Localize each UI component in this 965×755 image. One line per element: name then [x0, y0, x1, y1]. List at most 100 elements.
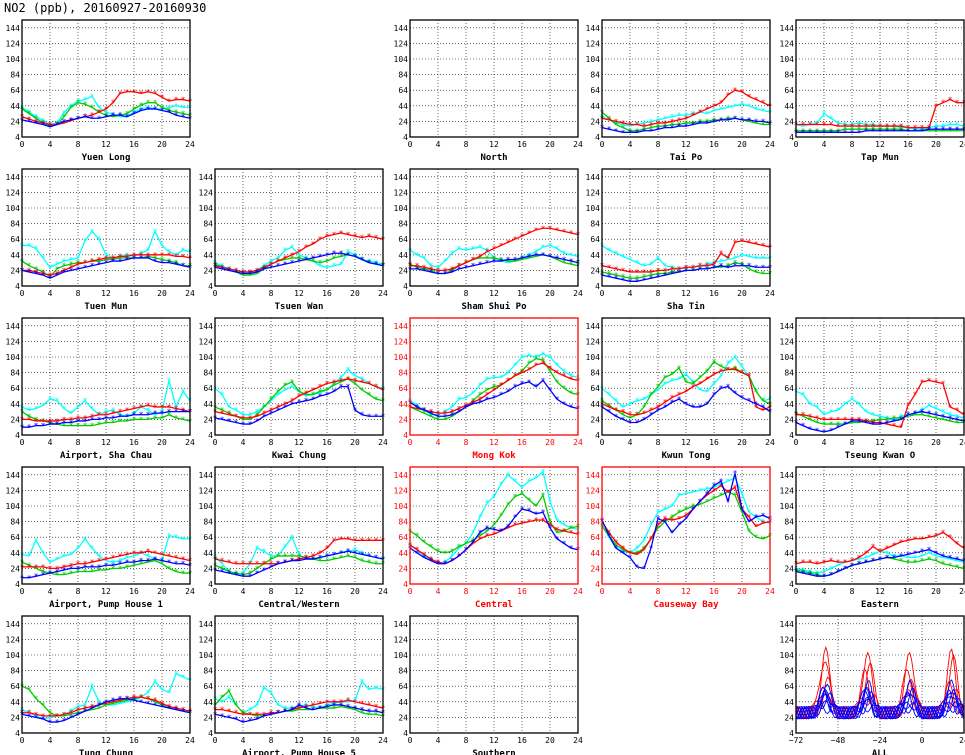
series-point: *: [360, 375, 365, 384]
series-point: *: [167, 702, 172, 711]
series-point: *: [450, 547, 455, 556]
series-point: *: [607, 116, 612, 125]
series-point: *: [367, 685, 372, 694]
series-point: *: [934, 552, 939, 561]
x-tick-label: 0: [408, 736, 413, 745]
x-tick-label: 8: [76, 736, 81, 745]
panel-frame: [21, 317, 191, 436]
x-tick-label: 20: [157, 587, 167, 596]
series-point: *: [276, 552, 281, 561]
series-point: *: [614, 541, 619, 550]
series-point: *: [290, 400, 295, 409]
series-point: *: [719, 262, 724, 271]
y-tick-label: 24: [784, 564, 794, 573]
y-tick-label: 84: [10, 71, 20, 80]
series-point: *: [628, 121, 633, 130]
x-tick-label: 12: [681, 438, 691, 447]
x-tick-label: 20: [157, 736, 167, 745]
series-point: *: [754, 533, 759, 542]
x-tick-label: 4: [241, 438, 246, 447]
series-point: *: [443, 408, 448, 417]
series-point: *: [429, 409, 434, 418]
series-point: *: [906, 411, 911, 420]
series-line: [795, 548, 965, 577]
series-point: *: [160, 560, 165, 569]
series-point: *: [290, 259, 295, 268]
series-line: [601, 368, 771, 416]
y-tick-label: 44: [398, 549, 408, 558]
series-point: *: [927, 533, 932, 542]
series-point: *: [663, 119, 668, 128]
series-point: *: [621, 547, 626, 556]
series-point: *: [132, 695, 137, 704]
series-point: *: [118, 695, 123, 704]
series-point: *: [698, 500, 703, 509]
series-point: *: [705, 262, 710, 271]
y-tick-label: 124: [586, 39, 601, 48]
series-point: *: [450, 411, 455, 420]
y-tick-label: 104: [394, 651, 409, 660]
series-point: *: [27, 412, 32, 421]
series-point: *: [614, 544, 619, 553]
series-point: *: [850, 395, 855, 404]
series-point: *: [104, 108, 109, 117]
series-point: *: [864, 419, 869, 428]
series-point: *: [843, 122, 848, 131]
series-point: *: [670, 121, 675, 130]
series-point: *: [34, 404, 39, 413]
series-point: *: [747, 117, 752, 126]
series-point: *: [62, 419, 67, 428]
series-point: *: [90, 558, 95, 567]
series-point: *: [871, 417, 876, 426]
series-point: *: [167, 564, 172, 573]
series-point: *: [677, 491, 682, 500]
series-point: *: [569, 372, 574, 381]
series-point: *: [174, 108, 179, 117]
series-point: *: [513, 257, 518, 266]
series-point: *: [415, 401, 420, 410]
x-tick-label: 24: [185, 438, 195, 447]
series-point: *: [885, 553, 890, 562]
y-tick-label: 104: [6, 204, 21, 213]
series-point: *: [262, 684, 267, 693]
series-line: [214, 550, 384, 577]
series-point: *: [649, 390, 654, 399]
series-point: *: [332, 698, 337, 707]
series-point: *: [670, 263, 675, 272]
series-point: *: [104, 111, 109, 120]
series-point: *: [705, 260, 710, 269]
x-tick-label: 16: [709, 140, 719, 149]
series-point: *: [534, 383, 539, 392]
series-point: *: [146, 558, 151, 567]
y-tick-label: 84: [10, 667, 20, 676]
series-point: *: [656, 521, 661, 530]
series-point: *: [220, 265, 225, 274]
series-point: *: [663, 518, 668, 527]
series-point: *: [948, 121, 953, 130]
series-point: *: [457, 404, 462, 413]
series-point: *: [663, 514, 668, 523]
series-point: *: [311, 257, 316, 266]
series-point: *: [485, 246, 490, 255]
series-point: *: [332, 254, 337, 263]
series-point: *: [353, 380, 358, 389]
series-point: *: [125, 563, 130, 572]
series-point: *: [920, 125, 925, 134]
series-point: *: [27, 268, 32, 277]
series-point: *: [906, 553, 911, 562]
series-point: *: [422, 266, 427, 275]
series-point: *: [353, 232, 358, 241]
y-tick-label: 84: [590, 369, 600, 378]
series-point: *: [415, 403, 420, 412]
series-point: *: [569, 260, 574, 269]
series-point: *: [520, 367, 525, 376]
series-point: *: [857, 122, 862, 131]
series-point: *: [290, 552, 295, 561]
series-point: *: [360, 378, 365, 387]
series-point: *: [628, 127, 633, 136]
series-point: *: [41, 121, 46, 130]
x-tick-label: 8: [464, 289, 469, 298]
